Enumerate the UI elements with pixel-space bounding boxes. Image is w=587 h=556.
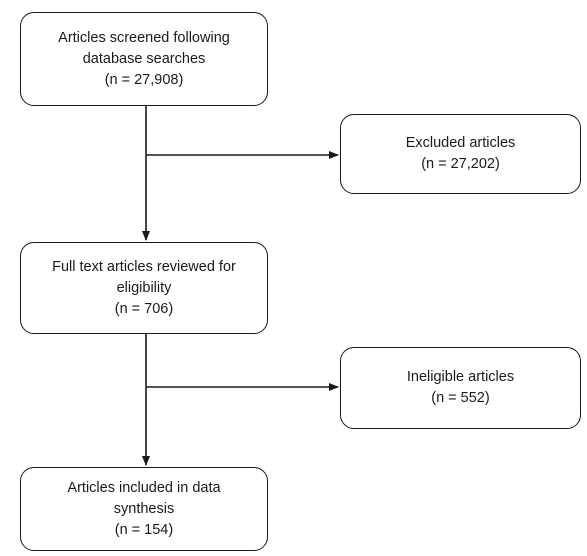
screened-line-1: Articles screened following [58, 29, 230, 46]
included-count: (n = 154) [114, 521, 174, 538]
excluded-articles-box: Excluded articles (n = 27,202) [340, 114, 581, 194]
fulltext-count: (n = 706) [114, 300, 174, 317]
fulltext-line-1: Full text articles reviewed for [52, 258, 236, 275]
ineligible-articles-box: Ineligible articles (n = 552) [340, 347, 581, 429]
ineligible-count: (n = 552) [431, 390, 490, 406]
fulltext-reviewed-box: Full text articles reviewed for eligibil… [20, 242, 268, 334]
excluded-count: (n = 27,202) [421, 156, 500, 172]
ineligible-label: Ineligible articles [406, 369, 515, 385]
screened-count: (n = 27,908) [104, 71, 184, 88]
excluded-label: Excluded articles [405, 135, 516, 151]
fulltext-line-2: eligibility [116, 279, 172, 296]
screened-line-2: database searches [82, 50, 206, 67]
included-articles-box: Articles included in data synthesis (n =… [20, 467, 268, 551]
screened-articles-box: Articles screened following database sea… [20, 12, 268, 106]
included-line-1: Articles included in data [67, 479, 221, 496]
included-line-2: synthesis [113, 500, 175, 517]
